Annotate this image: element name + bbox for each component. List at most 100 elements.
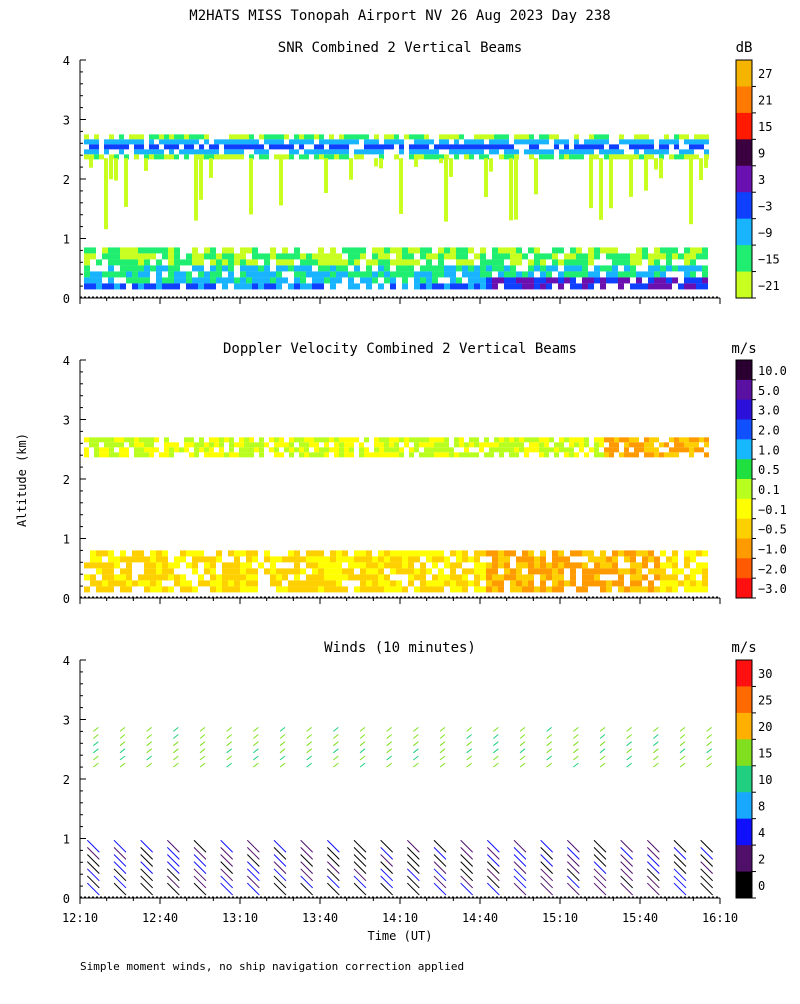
velocity-cell [702, 586, 708, 593]
snr-cell [594, 277, 600, 284]
velocity-cell [480, 586, 486, 593]
wind-barb [93, 755, 99, 761]
snr-cell [694, 144, 699, 150]
velocity-cell [699, 447, 704, 453]
snr-cell [216, 265, 222, 272]
velocity-cell [498, 550, 504, 557]
velocity-cell [599, 452, 604, 458]
velocity-cell [324, 442, 329, 448]
velocity-cell [612, 556, 618, 563]
y-tick-label: 1 [63, 233, 70, 247]
snr-cell [540, 265, 546, 272]
velocity-cell [144, 574, 150, 581]
snr-cell [702, 277, 708, 284]
velocity-cell [444, 556, 450, 563]
wind-barb [546, 755, 552, 761]
velocity-cell [672, 556, 678, 563]
snr-cell [539, 134, 544, 140]
wind-barb [93, 734, 99, 739]
velocity-cell [439, 452, 444, 458]
velocity-cell [624, 447, 629, 453]
snr-cell [270, 283, 276, 290]
velocity-cell [162, 574, 168, 581]
snr-cell [379, 154, 384, 160]
velocity-cell [558, 568, 564, 575]
wind-barb [273, 854, 287, 867]
velocity-cell [342, 550, 348, 557]
velocity-cell [619, 452, 624, 458]
snr-cell [119, 149, 124, 155]
velocity-cell [109, 442, 114, 448]
velocity-cell [429, 452, 434, 458]
snr-cell [390, 259, 396, 266]
snr-cell [634, 134, 639, 140]
velocity-cell [689, 437, 694, 443]
x-tick-label: 16:10 [702, 911, 738, 925]
velocity-cell [558, 586, 564, 593]
snr-cell [318, 253, 324, 260]
snr-cell [534, 247, 540, 254]
wind-barb [166, 854, 180, 867]
snr-cell [154, 144, 159, 150]
snr-cell [132, 259, 138, 266]
velocity-cell [450, 586, 456, 593]
wind-barb [300, 882, 314, 896]
snr-cell [102, 247, 108, 254]
colorbar: 10.05.03.02.01.00.50.1−0.1−0.5−1.0−2.0−3… [735, 359, 787, 599]
velocity-cell [354, 586, 360, 593]
snr-cell [459, 144, 464, 150]
velocity-cell [339, 447, 344, 453]
snr-cell [699, 134, 704, 140]
snr-cell [336, 265, 342, 272]
snr-cell [104, 139, 109, 145]
colorbar-label: 0.5 [758, 463, 780, 477]
velocity-cell [582, 550, 588, 557]
snr-cell [606, 265, 612, 272]
velocity-cell [279, 437, 284, 443]
velocity-cell [522, 574, 528, 581]
velocity-cell [694, 447, 699, 453]
velocity-cell [102, 586, 108, 593]
snr-cell [648, 259, 654, 266]
velocity-cell [584, 437, 589, 443]
velocity-cell [239, 452, 244, 458]
velocity-cell [240, 562, 246, 569]
velocity-cell [372, 586, 378, 593]
snr-cell [546, 283, 552, 290]
snr-cell [378, 265, 384, 272]
velocity-cell [246, 568, 252, 575]
velocity-cell [360, 556, 366, 563]
snr-cell [624, 253, 630, 260]
velocity-cell [499, 437, 504, 443]
velocity-cell [348, 568, 354, 575]
velocity-cell [324, 580, 330, 587]
snr-cell [644, 139, 649, 145]
snr-cell [234, 283, 240, 290]
snr-cell [258, 253, 264, 260]
velocity-cell [349, 442, 354, 448]
wind-barb [653, 741, 659, 747]
velocity-cell [396, 568, 402, 575]
wind-barb [113, 861, 127, 875]
velocity-cell [384, 452, 389, 458]
snr-cell [408, 271, 414, 278]
snr-cell [210, 277, 216, 284]
wind-barb [140, 875, 154, 889]
colorbar-swatch [736, 792, 752, 820]
snr-panel-title: SNR Combined 2 Vertical Beams [278, 40, 522, 56]
velocity-cell [702, 580, 708, 587]
snr-cell [259, 149, 264, 155]
snr-cell [234, 154, 239, 160]
velocity-cell [588, 556, 594, 563]
velocity-cell [150, 568, 156, 575]
wind-barb [540, 868, 554, 882]
snr-cell [134, 134, 139, 140]
snr-cell [504, 149, 509, 155]
snr-cell [644, 134, 649, 140]
wind-barb [246, 854, 260, 867]
velocity-cell [224, 452, 229, 458]
velocity-cell [649, 447, 654, 453]
velocity-cell [336, 556, 342, 563]
wind-barb [199, 727, 206, 732]
